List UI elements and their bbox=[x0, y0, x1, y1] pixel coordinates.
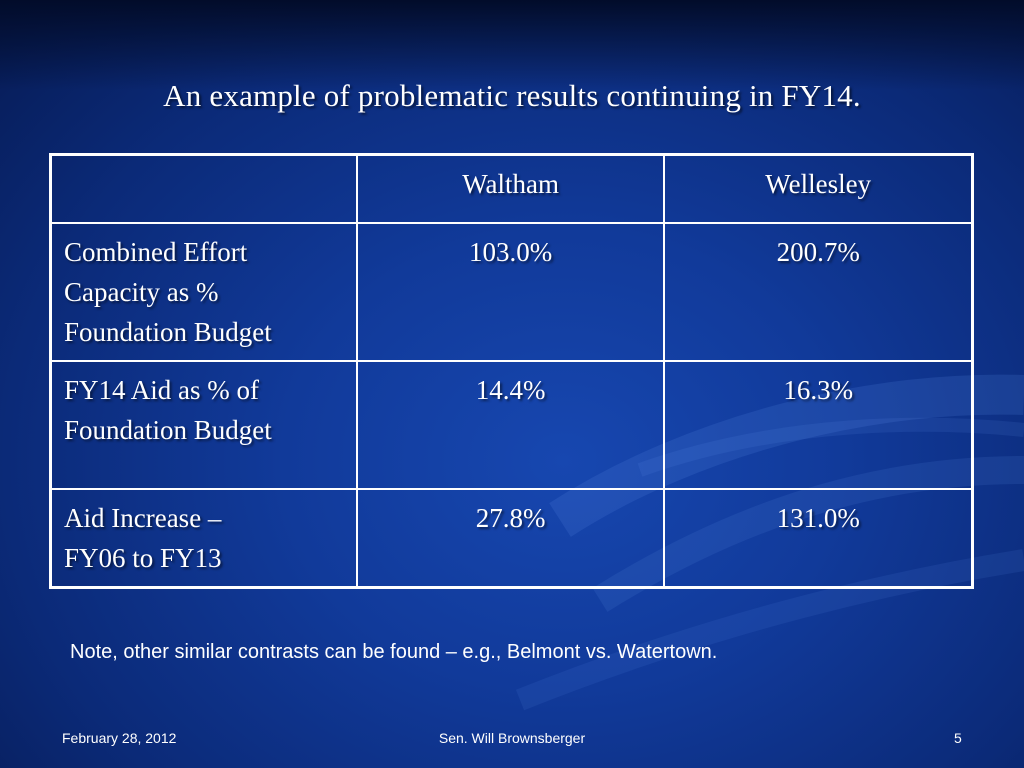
row-label-line: FY06 to FY13 bbox=[64, 543, 222, 573]
table-row: Combined Effort Capacity as % Foundation… bbox=[49, 222, 974, 362]
row-label-line: Aid Increase – bbox=[64, 503, 222, 533]
row-label-combined-effort: Combined Effort Capacity as % Foundation… bbox=[49, 222, 358, 362]
row-label-line: Foundation Budget bbox=[64, 317, 272, 347]
row-label-aid-increase: Aid Increase – FY06 to FY13 bbox=[49, 488, 358, 589]
row-label-fy14-aid: FY14 Aid as % of Foundation Budget bbox=[49, 360, 358, 490]
cell-wellesley-value: 131.0% bbox=[663, 488, 974, 589]
table-header-blank-cell bbox=[49, 153, 358, 224]
table-row: Aid Increase – FY06 to FY13 27.8% 131.0% bbox=[49, 488, 974, 589]
cell-waltham-value: 14.4% bbox=[355, 360, 666, 490]
cell-wellesley-value: 16.3% bbox=[663, 360, 974, 490]
cell-waltham-value: 103.0% bbox=[355, 222, 666, 362]
row-label-line: FY14 Aid as % of bbox=[64, 375, 259, 405]
table-header-wellesley: Wellesley bbox=[663, 153, 974, 224]
row-label-line: Combined Effort bbox=[64, 237, 248, 267]
slide-note: Note, other similar contrasts can be fou… bbox=[70, 641, 718, 663]
footer-author: Sen. Will Brownsberger bbox=[438, 730, 586, 746]
footer-page-number: 5 bbox=[954, 730, 962, 746]
row-label-line: Capacity as % bbox=[64, 277, 219, 307]
comparison-table: Waltham Wellesley Combined Effort Capaci… bbox=[49, 153, 974, 589]
slide-title: An example of problematic results contin… bbox=[163, 78, 861, 113]
cell-wellesley-value: 200.7% bbox=[663, 222, 974, 362]
table-row: FY14 Aid as % of Foundation Budget 14.4%… bbox=[49, 360, 974, 490]
footer-date: February 28, 2012 bbox=[62, 730, 177, 746]
cell-waltham-value: 27.8% bbox=[355, 488, 666, 589]
background-top-shade bbox=[0, 0, 1024, 90]
table-header-row: Waltham Wellesley bbox=[49, 153, 974, 224]
row-label-line: Foundation Budget bbox=[64, 415, 272, 445]
table-header-waltham: Waltham bbox=[355, 153, 666, 224]
